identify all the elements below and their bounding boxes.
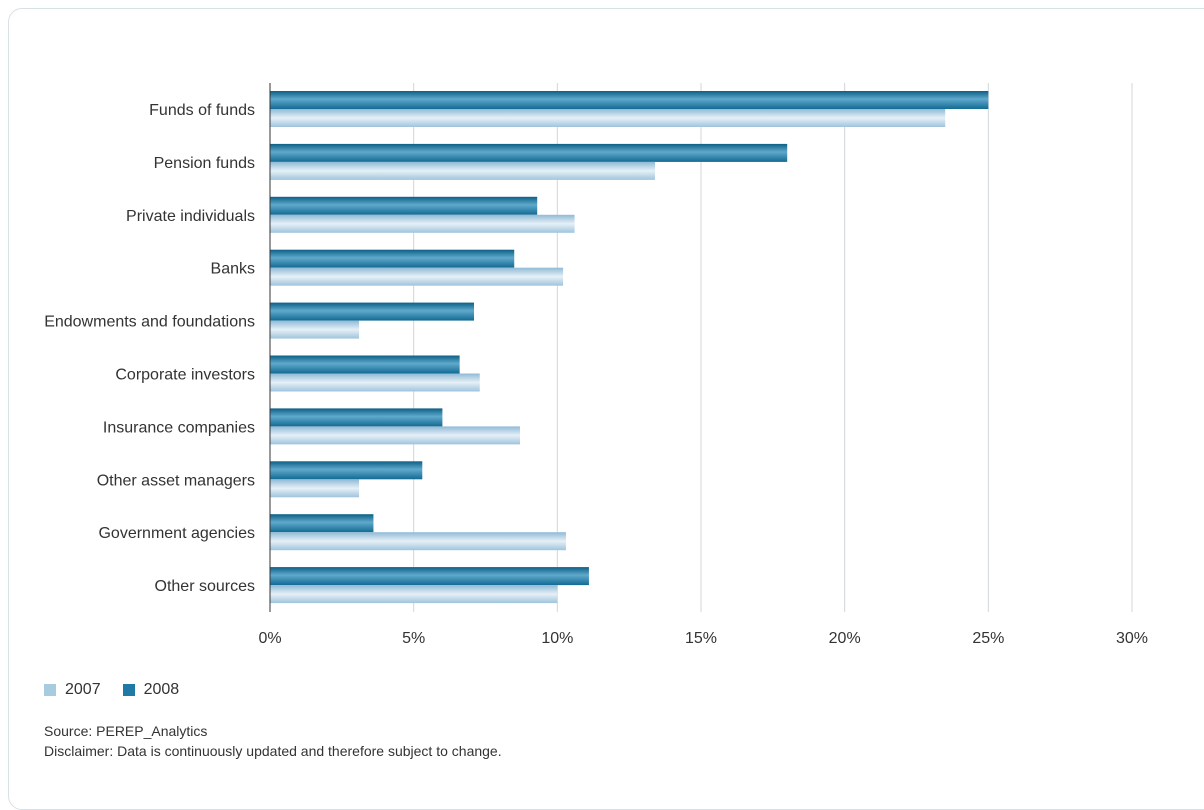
- category-label: Endowments and foundations: [44, 314, 255, 331]
- legend-label-2007: 2007: [65, 681, 101, 698]
- x-tick-label: 10%: [541, 630, 573, 647]
- bar-2008: [270, 408, 443, 427]
- x-tick-label: 30%: [1116, 630, 1148, 647]
- bar-2008: [270, 514, 374, 533]
- bar-2007: [270, 585, 558, 604]
- bar-2008: [270, 91, 989, 109]
- category-label: Banks: [211, 261, 255, 278]
- source-note: Source: PEREP_Analytics: [44, 723, 208, 739]
- chart-card: [8, 8, 1204, 810]
- bar-chart: 0% 5% 10% 15% 20% 25% 30% Funds of funds Pension…: [44, 83, 1148, 647]
- category-label: Corporate investors: [115, 367, 255, 384]
- x-tick-label: 25%: [972, 630, 1004, 647]
- legend-item-2007: 2007: [44, 681, 101, 699]
- bar-2008: [270, 567, 589, 586]
- bar-2007: [270, 373, 480, 392]
- bar-2007: [270, 109, 946, 127]
- category-label: Private individuals: [126, 208, 255, 225]
- x-tick-label: 5%: [402, 630, 425, 647]
- bar-2007: [270, 214, 575, 233]
- legend-label-2008: 2008: [143, 681, 180, 698]
- category-label: Government agencies: [98, 525, 255, 542]
- bar-2007: [270, 267, 564, 286]
- category-label: Pension funds: [154, 155, 255, 172]
- legend-swatch-2007: [44, 684, 56, 696]
- x-tick-label: 15%: [685, 630, 717, 647]
- bar-2008: [270, 196, 538, 215]
- disclaimer-note: Disclaimer: Data is continuously updated…: [44, 743, 502, 759]
- bar-2008: [270, 302, 475, 321]
- labels: 0% 5% 10% 15% 20% 25% 30% Funds of funds Pension…: [44, 102, 1148, 647]
- chart-notes: Source: PEREP_Analytics Disclaimer: Data…: [44, 721, 502, 761]
- legend-item-2008: 2008: [122, 681, 180, 699]
- category-label: Other asset managers: [97, 472, 255, 489]
- x-tick-label: 0%: [258, 630, 281, 647]
- legend: 2007 2008: [44, 681, 179, 699]
- category-label: Other sources: [155, 578, 255, 595]
- bar-2008: [270, 355, 460, 374]
- bar-2007: [270, 426, 520, 445]
- x-tick-label: 20%: [829, 630, 861, 647]
- bar-2008: [270, 249, 515, 268]
- bars: [270, 91, 989, 604]
- bar-2007: [270, 532, 566, 551]
- category-label: Funds of funds: [149, 102, 255, 119]
- bar-2007: [270, 161, 656, 180]
- bar-2007: [270, 479, 360, 498]
- bar-2008: [270, 461, 423, 480]
- bar-2008: [270, 143, 788, 162]
- bar-2007: [270, 320, 360, 339]
- category-label: Insurance companies: [103, 419, 255, 436]
- legend-swatch-2008: [122, 684, 135, 696]
